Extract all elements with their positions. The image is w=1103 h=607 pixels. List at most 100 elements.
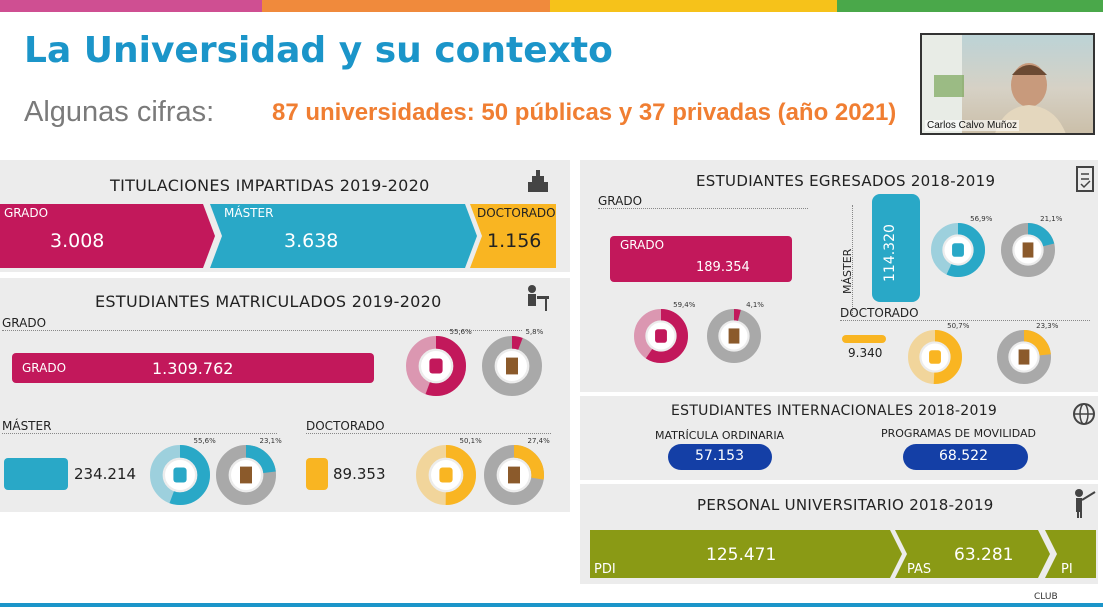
donut-percent-label: 55,6% (449, 328, 472, 336)
student-desk-icon (528, 285, 549, 311)
donut-center-icon (173, 467, 187, 483)
donut-arc (997, 330, 1051, 384)
donut-center-icon (929, 350, 941, 364)
donut-center-icon (240, 466, 252, 484)
donut-women-2 (149, 444, 211, 506)
donut-arc (931, 223, 985, 277)
donut-women-6 (634, 309, 688, 363)
personal-bars (590, 530, 1096, 578)
donut-percent-label: 50,1% (459, 437, 482, 445)
egresados-title: ESTUDIANTES EGRESADOS 2018-2019 (696, 172, 996, 190)
pdi-label: PDI (594, 562, 616, 577)
titulaciones-panel: TITULACIONES IMPARTIDAS 2019-2020 GRADO … (0, 160, 570, 272)
dotted-divider (2, 330, 522, 331)
donut-percent-label: 5,8% (525, 328, 544, 336)
donut-women-4 (415, 444, 477, 506)
donut-women-0 (405, 335, 467, 397)
dotted-divider (598, 208, 808, 209)
donut-percent-label: 56,9% (970, 215, 993, 223)
egresados-grado-bar-label: GRADO (620, 238, 665, 252)
topbar-segment-green (837, 0, 1103, 12)
topbar-segment-pink (0, 0, 262, 12)
ordinaria-pill (668, 444, 772, 470)
master-label: MÁSTER (224, 206, 274, 220)
donut-arc (405, 335, 467, 397)
speaker-name: Carlos Calvo Muñoz (925, 120, 1020, 131)
donut-arc (481, 335, 543, 397)
dotted-divider (306, 433, 551, 434)
donut-foreign-7 (707, 309, 761, 363)
donut-women-8 (931, 223, 985, 277)
egresados-master-value: 114.320 (882, 224, 898, 282)
internacionales-title: ESTUDIANTES INTERNACIONALES 2018-2019 (671, 403, 998, 419)
donut-center-icon (728, 328, 740, 344)
donut-arc (908, 330, 962, 384)
matriculados-grado-value: 1.309.762 (152, 359, 234, 378)
footer-bar (0, 603, 1103, 607)
egresados-doctorado-value: 9.340 (848, 346, 883, 360)
pdi-bar (590, 530, 902, 578)
matriculados-grado-bar (12, 353, 374, 383)
egresados-doctorado-section: DOCTORADO (840, 306, 919, 320)
speaker-video-thumbnail[interactable]: Carlos Calvo Muñoz (920, 33, 1095, 135)
donut-foreign-11 (997, 330, 1051, 384)
donut-arc (415, 444, 477, 506)
slide-title: La Universidad y su contexto (24, 30, 613, 71)
egresados-grado-section: GRADO (598, 194, 643, 208)
doctorado-value: 1.156 (487, 230, 542, 252)
matriculados-doctorado-bar (306, 458, 328, 490)
master-bar (210, 204, 477, 268)
pas-value: 63.281 (954, 545, 1014, 565)
donut-foreign-1 (481, 335, 543, 397)
matriculados-title: ESTUDIANTES MATRICULADOS 2019-2020 (95, 292, 442, 311)
donut-women-10 (908, 330, 962, 384)
donut-arc (634, 309, 688, 363)
donut-percent-label: 23,1% (259, 437, 282, 445)
matriculados-panel: ESTUDIANTES MATRICULADOS 2019-2020 GRADO… (0, 278, 570, 512)
footer-club-text: CLUB (1034, 592, 1058, 602)
donut-foreign-3 (215, 444, 277, 506)
pas-label: PAS (907, 562, 932, 577)
egresados-master-bar (872, 194, 920, 302)
movilidad-label: PROGRAMAS DE MOVILIDAD (881, 427, 1036, 440)
egresados-master-label: MÁSTER (841, 248, 854, 294)
pas-bar (895, 530, 1050, 578)
ordinaria-value: 57.153 (695, 448, 744, 464)
donut-center-icon (429, 358, 443, 374)
donut-arc (149, 444, 211, 506)
matriculados-master-value: 234.214 (74, 465, 137, 483)
podium-icon (528, 170, 548, 192)
personal-title: PERSONAL UNIVERSITARIO 2018-2019 (697, 496, 994, 514)
matriculados-grado-bar-label: GRADO (22, 361, 67, 375)
donut-percent-label: 59,4% (673, 301, 696, 309)
donut-center-icon (439, 467, 453, 483)
donut-center-icon (1022, 242, 1034, 258)
doctorado-label: DOCTORADO (477, 206, 556, 220)
donut-percent-label: 27,4% (527, 437, 550, 445)
globe-icon (1073, 403, 1095, 425)
dotted-divider (840, 320, 1090, 321)
titulaciones-bars (0, 204, 556, 268)
doctorado-bar (470, 204, 556, 268)
pi-bar (1045, 530, 1096, 578)
master-value: 3.638 (284, 230, 339, 252)
topbar-segment-yellow (550, 0, 837, 12)
matriculados-doctorado-value: 89.353 (333, 465, 386, 483)
subtitle-value: 87 universidades: 50 públicas y 37 priva… (272, 99, 897, 126)
donut-arc (707, 309, 761, 363)
donut-foreign-9 (1001, 223, 1055, 277)
egresados-doctorado-bar (842, 335, 886, 343)
donut-percent-label: 4,1% (746, 301, 764, 309)
matriculados-master-section: MÁSTER (2, 419, 52, 433)
presenter-icon (1075, 489, 1096, 518)
donut-center-icon (655, 329, 667, 343)
donut-percent-label: 21,1% (1040, 215, 1063, 223)
donut-arc (215, 444, 277, 506)
topbar-segment-orange (262, 0, 550, 12)
ordinaria-label: MATRÍCULA ORDINARIA (655, 429, 785, 442)
donut-percent-label: 55,6% (193, 437, 216, 445)
movilidad-pill (903, 444, 1028, 470)
egresados-grado-value: 189.354 (696, 260, 750, 275)
grado-value: 3.008 (50, 230, 105, 252)
titulaciones-title: TITULACIONES IMPARTIDAS 2019-2020 (110, 176, 430, 195)
